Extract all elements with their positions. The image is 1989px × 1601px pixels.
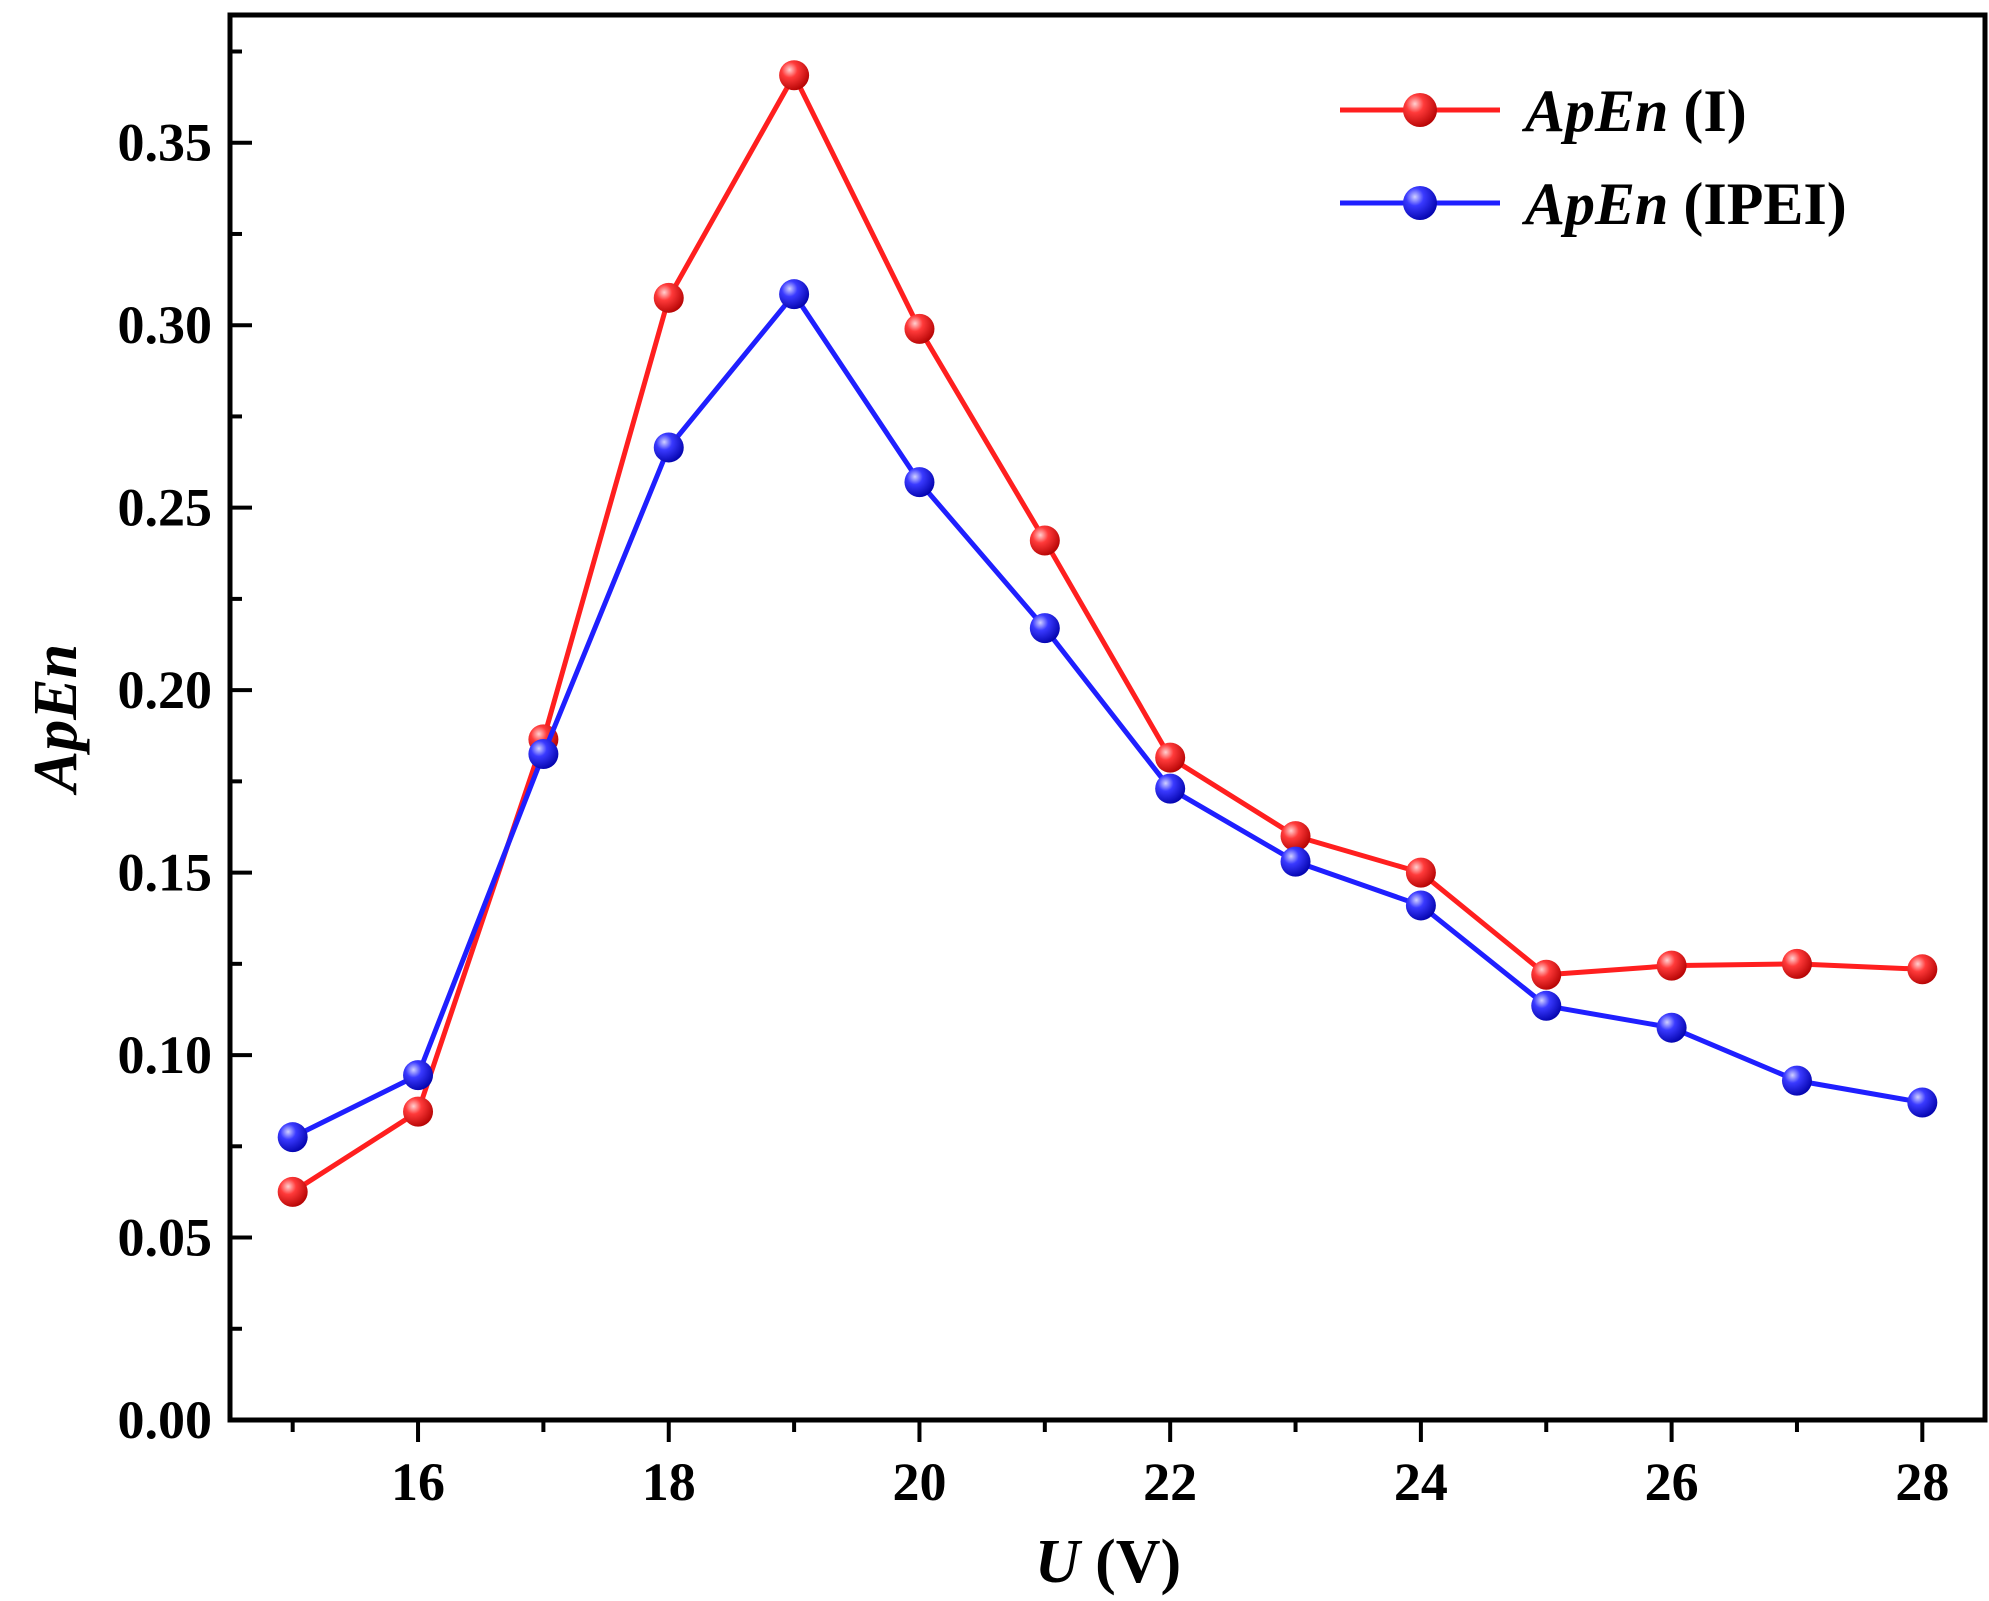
- y-tick-label: 0.35: [118, 113, 213, 173]
- y-tick-label: 0.25: [118, 478, 213, 538]
- series-2: [277, 279, 1938, 1153]
- plot-frame: [227, 12, 1988, 1423]
- series-2-point: [653, 432, 684, 463]
- legend-marker-series-2: [1403, 186, 1437, 220]
- axis-titles: U (V) ApEn: [22, 644, 1181, 1596]
- legend-marker-series-1: [1403, 93, 1437, 127]
- x-axis-ticks: 16 18 20 22 24 26 28: [290, 1420, 1949, 1512]
- series-1-point: [1907, 954, 1938, 985]
- y-tick-label: 0.00: [118, 1390, 213, 1450]
- series-1-point: [1781, 948, 1812, 979]
- series-2-point: [1781, 1065, 1812, 1096]
- y-tick-label: 0.05: [118, 1208, 213, 1268]
- series-1-point: [1155, 742, 1186, 773]
- legend-item-series-2: ApEn (IPEI): [1340, 171, 1847, 237]
- series-2-point: [403, 1060, 434, 1091]
- legend-label-series-2-italic: ApEn: [1521, 171, 1668, 237]
- series-1-line: [291, 72, 1923, 1195]
- series-2-point: [904, 467, 935, 498]
- series-2-point: [1405, 890, 1436, 921]
- series-2-point: [277, 1122, 308, 1153]
- x-tick-label: 16: [391, 1452, 445, 1512]
- legend-label-series-1-rest: (I): [1668, 78, 1746, 144]
- x-tick-label: 24: [1394, 1452, 1448, 1512]
- series-2-point: [1531, 990, 1562, 1021]
- series-2-point: [1280, 846, 1311, 877]
- plot-area-border: [227, 12, 1988, 1423]
- legend-label-series-1-italic: ApEn: [1521, 78, 1668, 144]
- legend-label-series-2: ApEn (IPEI): [1521, 171, 1847, 237]
- y-tick-label: 0.30: [118, 295, 213, 355]
- legend-label-series-2-rest: (IPEI): [1668, 171, 1846, 237]
- series-2-point: [1029, 613, 1060, 644]
- x-tick-label: 28: [1895, 1452, 1949, 1512]
- legend: ApEn (I) ApEn (IPEI): [1340, 78, 1847, 237]
- series-1-point: [1029, 525, 1060, 556]
- x-axis-title-italic: U: [1035, 1528, 1083, 1596]
- x-axis-title-unit: (V): [1080, 1528, 1182, 1596]
- series-2-point: [1656, 1012, 1687, 1043]
- series-2-point: [1155, 773, 1186, 804]
- series-2-line: [291, 291, 1923, 1140]
- series-1-point: [653, 282, 684, 313]
- series-1-point: [277, 1176, 308, 1207]
- series-layer: [277, 60, 1938, 1207]
- series-1-point: [1656, 950, 1687, 981]
- series-1: [277, 60, 1938, 1207]
- x-tick-label: 18: [642, 1452, 696, 1512]
- x-tick-label: 22: [1143, 1452, 1197, 1512]
- series-1-point: [403, 1096, 434, 1127]
- y-tick-label: 0.20: [118, 660, 213, 720]
- y-tick-label: 0.15: [118, 843, 213, 903]
- series-1-point: [1405, 857, 1436, 888]
- legend-label-series-1: ApEn (I): [1521, 78, 1747, 144]
- legend-item-series-1: ApEn (I): [1340, 78, 1747, 144]
- series-1-point: [779, 60, 810, 91]
- series-1-point: [1280, 821, 1311, 852]
- x-axis-title: U (V): [1035, 1528, 1181, 1596]
- series-2-point: [779, 279, 810, 310]
- series-1-point: [904, 313, 935, 344]
- y-axis-title: ApEn: [22, 644, 90, 796]
- y-axis-ticks: 0.00 0.05 0.10 0.15 0.20 0.25 0.30 0.35: [118, 49, 252, 1450]
- x-tick-label: 26: [1645, 1452, 1699, 1512]
- y-tick-label: 0.10: [118, 1025, 213, 1085]
- series-1-point: [1531, 959, 1562, 990]
- x-tick-label: 20: [892, 1452, 946, 1512]
- series-2-point: [1907, 1087, 1938, 1118]
- series-2-point: [528, 738, 559, 769]
